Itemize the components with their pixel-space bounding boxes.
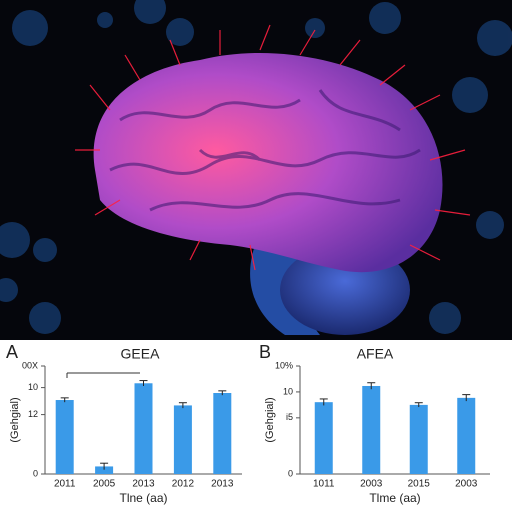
x-tick-label: 2003 (360, 479, 383, 490)
y-tick-label: 0 (288, 468, 293, 478)
bar (55, 400, 74, 474)
chart-title: GEEA (121, 346, 161, 362)
x-tick-label: 2013 (132, 479, 155, 490)
illustration (0, 0, 512, 340)
y-tick-label: 00X (22, 360, 38, 370)
y-tick-label: 10 (283, 386, 293, 396)
bar (134, 383, 153, 474)
bar (362, 385, 381, 474)
chart-area (0, 340, 512, 512)
x-tick-label: 2012 (172, 479, 195, 490)
bar (457, 397, 476, 474)
y-tick-label: 10% (275, 360, 293, 370)
chart-title: AFEA (357, 346, 394, 362)
x-tick-label: 2013 (211, 479, 234, 490)
x-tick-label: 2011 (54, 479, 76, 490)
y-axis-label: (Gehgial) (264, 397, 276, 442)
x-axis-label: Tlne (aa) (119, 491, 167, 505)
y-axis-label: (Gehgial) (9, 397, 21, 442)
y-tick-label: 0 (33, 468, 38, 478)
y-tick-label: i5 (286, 412, 293, 422)
panel-label: A (6, 342, 18, 362)
panel-label: B (259, 342, 271, 362)
x-tick-label: 2005 (93, 479, 116, 490)
bar (173, 405, 192, 474)
bar (314, 402, 333, 474)
y-tick-label: 10 (28, 382, 38, 392)
bar (213, 393, 232, 474)
x-tick-label: 1011 (313, 479, 335, 490)
x-tick-label: 2015 (408, 479, 431, 490)
bar (95, 466, 114, 474)
x-axis-label: Tlme (aa) (369, 491, 420, 505)
x-tick-label: 2003 (455, 479, 478, 490)
y-tick-label: 12 (28, 409, 38, 419)
bar (409, 404, 428, 474)
